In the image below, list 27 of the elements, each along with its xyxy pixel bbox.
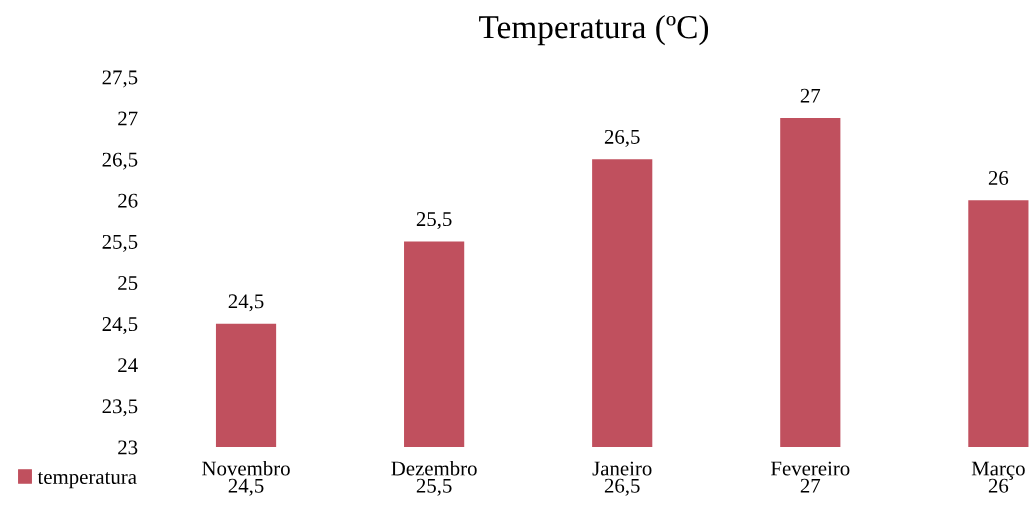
- x-tick-label: Fevereiro: [770, 461, 850, 476]
- x-tick-label: Março: [971, 461, 1025, 480]
- legend-label: temperatura: [37, 472, 137, 489]
- x-tick-label: Dezembro: [391, 460, 477, 476]
- data-label: 27: [800, 478, 821, 493]
- text: 27: [800, 88, 821, 103]
- y-tick-label: 23: [118, 440, 138, 455]
- x-tick-label: Janeiro: [592, 461, 652, 476]
- y-tick-label: 27,5: [102, 70, 138, 88]
- chart-title: Temperatura (ºC): [479, 14, 709, 46]
- data-label: 26,5: [604, 478, 640, 496]
- text: 26: [988, 170, 1009, 185]
- y-tick-label: 25,5: [102, 234, 138, 252]
- y-tick-label: 26,5: [102, 152, 138, 170]
- data-label: 24,5: [228, 478, 264, 496]
- x-tick-label: Novembro: [202, 460, 290, 476]
- data-label: 26: [988, 478, 1009, 493]
- y-tick-label: 23,5: [102, 399, 138, 417]
- data-label: 25,5: [416, 478, 452, 496]
- y-tick-label: 25: [118, 275, 138, 290]
- text: 26,5: [604, 129, 640, 147]
- y-tick-label: 26: [118, 193, 138, 208]
- text: 24,5: [228, 294, 264, 312]
- y-tick-label: 27: [118, 111, 138, 126]
- y-tick-label: 24,5: [102, 317, 138, 335]
- y-tick-label: 24: [118, 358, 138, 373]
- text: 25,5: [416, 212, 452, 230]
